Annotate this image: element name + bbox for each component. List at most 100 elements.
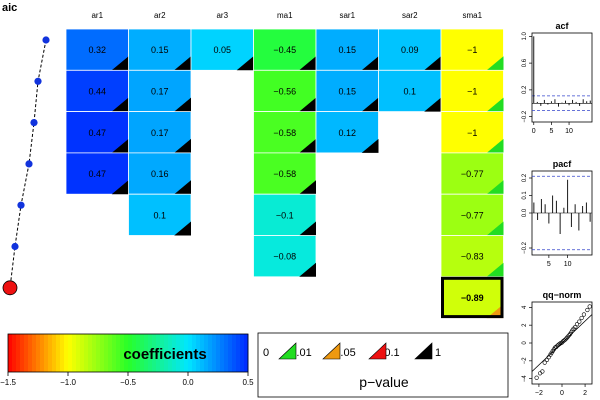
x-tick-label: −2 xyxy=(535,390,543,397)
qq-point xyxy=(581,312,587,317)
x-tick-label: 0 xyxy=(532,128,536,135)
pvalue-marker xyxy=(361,56,379,71)
cell-value-label: −0.77 xyxy=(461,169,484,179)
panel-frame xyxy=(531,32,593,123)
x-tick-label: 5 xyxy=(547,261,551,268)
pvalue-marker xyxy=(486,221,504,236)
selected-model-outline xyxy=(441,276,504,319)
column-header: ar2 xyxy=(154,11,166,20)
coefficient-cell xyxy=(128,193,192,236)
aic-label: aic xyxy=(2,2,17,14)
cell-value-label: −0.83 xyxy=(461,252,484,262)
colorbar-segment xyxy=(64,334,69,372)
coefficient-cell xyxy=(440,111,504,154)
colorbar-segment xyxy=(176,334,181,372)
colorbar-segment xyxy=(204,334,209,372)
column-header: ar1 xyxy=(91,11,103,20)
cell-value-label: 0.09 xyxy=(401,45,419,55)
colorbar-segment xyxy=(116,334,121,372)
colorbar-segment xyxy=(8,334,13,372)
colorbar-segment xyxy=(44,334,49,372)
cell-value-label: −0.58 xyxy=(273,128,296,138)
aic-point xyxy=(17,201,25,209)
pvalue-swatch xyxy=(368,342,387,360)
coefficient-cell xyxy=(65,152,129,195)
colorbar-segment xyxy=(88,334,93,372)
pvalue-marker xyxy=(111,180,129,195)
column-header: ar3 xyxy=(216,11,228,20)
y-tick-label: 0.0 xyxy=(522,208,528,217)
y-tick-label: 4 xyxy=(522,305,528,309)
colorbar-tick-label: 0.0 xyxy=(182,378,194,387)
colorbar-tick-label: −1.0 xyxy=(60,378,76,387)
cell-value-label: 0.47 xyxy=(88,169,106,179)
cell-value-label: −0.89 xyxy=(461,293,484,303)
pvalue-marker xyxy=(174,138,191,153)
pvalue-marker xyxy=(111,56,129,71)
pvalue-marker xyxy=(111,138,129,153)
coefficient-cell xyxy=(253,152,317,195)
pvalue-marker xyxy=(361,97,379,112)
cell-value-label: −0.56 xyxy=(273,86,296,96)
pvalue-marker xyxy=(486,56,504,71)
cell-value-label: 0.05 xyxy=(213,45,231,55)
colorbar-segment xyxy=(28,334,33,372)
colorbar-segment xyxy=(48,334,53,372)
colorbar-segment xyxy=(100,334,105,372)
aic-panel xyxy=(2,36,50,296)
colorbar-segment xyxy=(92,334,97,372)
qq-point xyxy=(574,322,580,327)
pvalue-marker xyxy=(424,56,441,71)
pvalue-legend-title: p−value xyxy=(359,374,409,390)
pvalue-marker xyxy=(299,221,316,236)
colorbar-segment xyxy=(36,334,41,372)
colorbar-segment xyxy=(80,334,85,372)
colorbar-segment xyxy=(20,334,25,372)
colorbar-segment xyxy=(112,334,117,372)
coefficient-cell xyxy=(253,193,317,236)
cell-value-label: 0.47 xyxy=(88,128,106,138)
qq-point xyxy=(566,333,572,338)
aic-point xyxy=(34,77,42,85)
cell-value-label: 0.17 xyxy=(151,128,169,138)
pvalue-marker xyxy=(486,180,504,195)
pvalue-swatch xyxy=(278,342,297,360)
colorbar-segment xyxy=(120,334,125,372)
colorbar-segment xyxy=(224,334,229,372)
x-tick-label: 0 xyxy=(560,390,564,397)
colorbar-segment xyxy=(200,334,205,372)
colorbar-segment xyxy=(68,334,73,372)
coefficient-cell xyxy=(253,69,317,113)
colorbar-segment xyxy=(84,334,89,372)
colorbar-segment xyxy=(196,334,201,372)
colorbar-segment xyxy=(180,334,185,372)
colorbar-tick-label: −0.5 xyxy=(120,378,136,387)
pvalue-legend-frame xyxy=(257,332,509,398)
pvalue-marker xyxy=(111,97,129,112)
cell-value-label: −1 xyxy=(467,45,477,55)
colorbar-segment xyxy=(76,334,81,372)
colorbar-segment xyxy=(72,334,77,372)
pvalue-marker xyxy=(299,262,316,277)
pvalue-marker xyxy=(486,97,504,112)
colorbar-segment xyxy=(184,334,189,372)
pvalue-marker xyxy=(486,304,504,319)
y-tick-label: −4 xyxy=(522,375,528,383)
coefficient-cell xyxy=(128,152,192,195)
colorbar-segment xyxy=(228,334,233,372)
cell-value-label: 0.1 xyxy=(153,210,166,220)
cell-value-label: 0.44 xyxy=(88,86,106,96)
colorbar-segment xyxy=(144,334,149,372)
panel-title: acf xyxy=(555,21,569,31)
coefficient-cell xyxy=(65,28,129,71)
colorbar-segment xyxy=(168,334,173,372)
colorbar-segment xyxy=(208,334,213,372)
coefficient-cell xyxy=(253,235,317,278)
qq-point xyxy=(565,334,570,339)
colorbar-segment xyxy=(96,334,101,372)
aic-point xyxy=(11,242,19,251)
coefficient-cell xyxy=(315,111,379,154)
cell-value-label: −0.08 xyxy=(273,252,296,262)
pvalue-break-label: 1 xyxy=(435,347,441,359)
qq-point xyxy=(585,307,590,313)
